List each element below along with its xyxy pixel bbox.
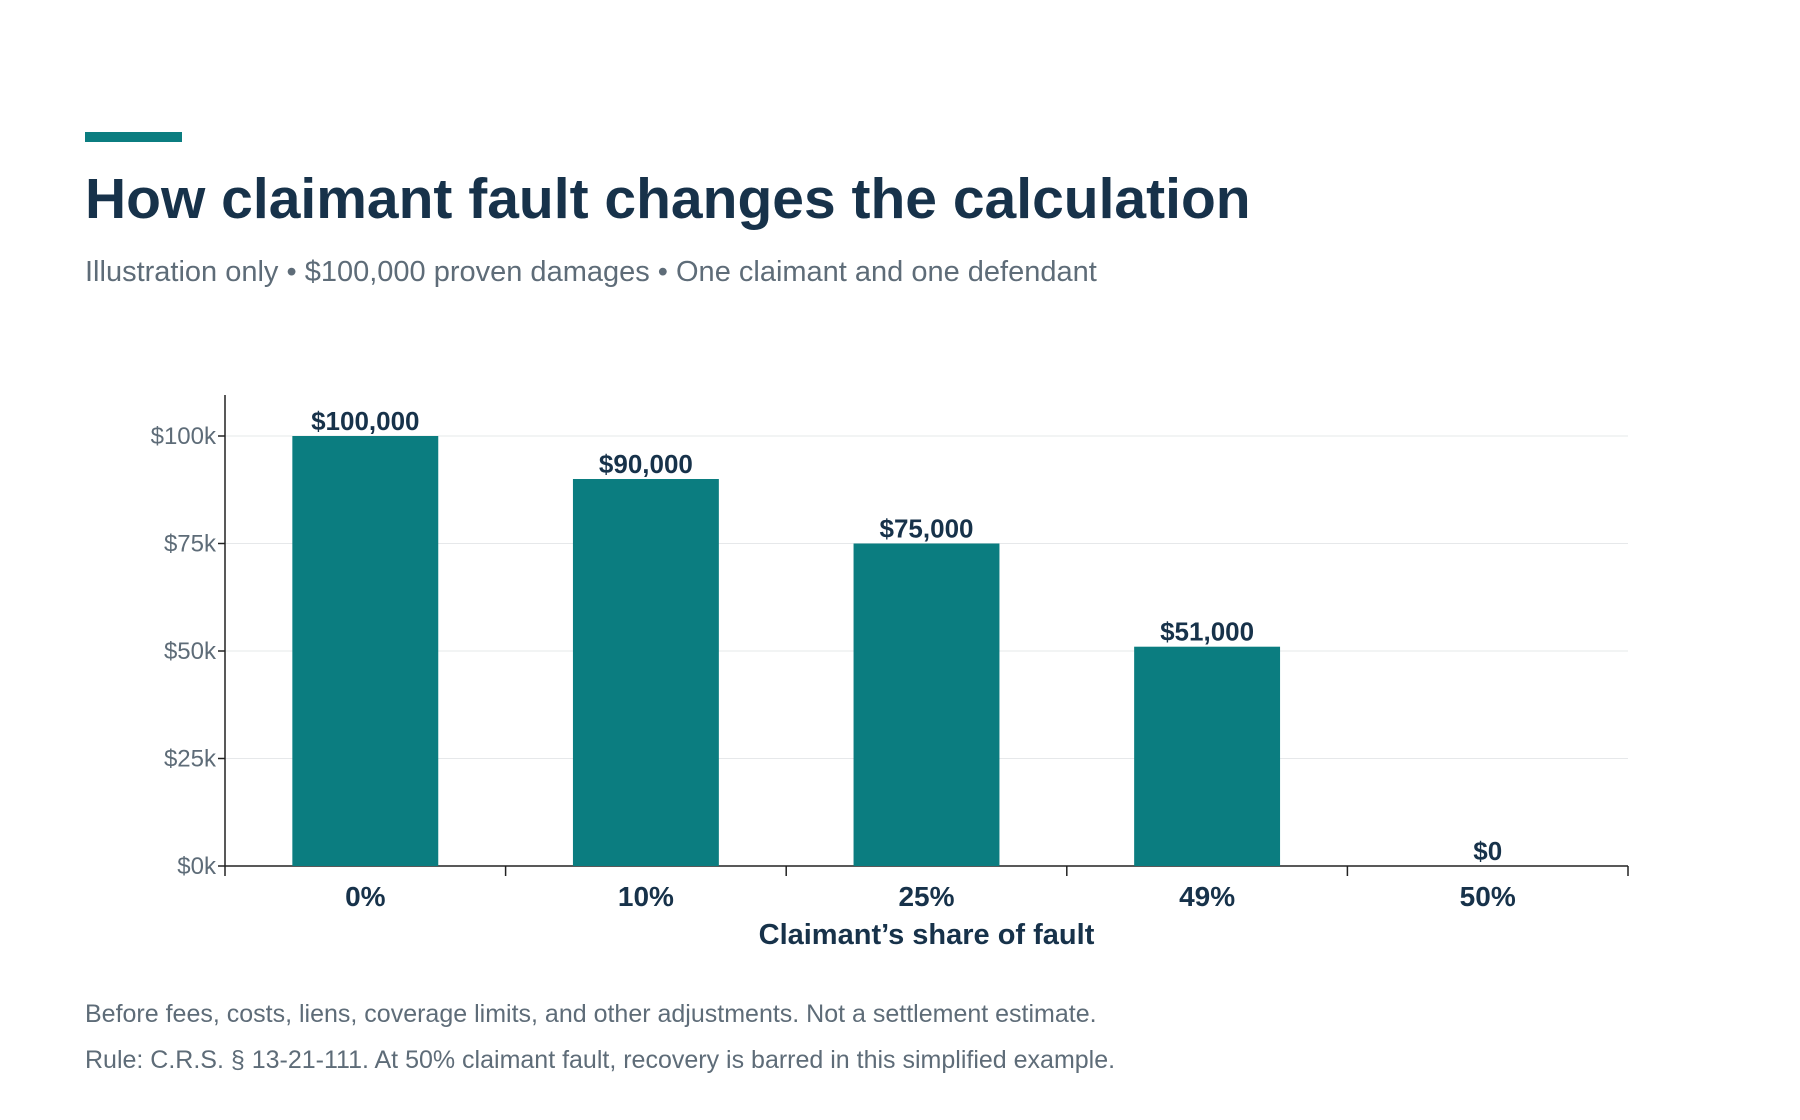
footnote-rule: Rule: C.R.S. § 13-21-111. At 50% claiman… bbox=[85, 1046, 1116, 1074]
y-tick-label: $100k bbox=[151, 423, 217, 450]
bar bbox=[292, 436, 439, 866]
y-tick-label: $0k bbox=[177, 853, 217, 880]
bar-data-label: $0 bbox=[1473, 836, 1502, 866]
bar bbox=[853, 543, 1000, 866]
x-axis-title: Claimant’s share of fault bbox=[759, 919, 1095, 951]
bar-data-label: $90,000 bbox=[599, 449, 693, 479]
x-tick-label: 50% bbox=[1460, 881, 1516, 912]
bar bbox=[1134, 646, 1281, 866]
y-tick-label: $25k bbox=[164, 746, 217, 773]
page-subtitle: Illustration only • $100,000 proven dama… bbox=[85, 256, 1097, 288]
x-tick-label: 0% bbox=[345, 881, 386, 912]
page-title: How claimant fault changes the calculati… bbox=[85, 167, 1251, 231]
title-accent-bar bbox=[85, 132, 182, 142]
x-tick-label: 10% bbox=[618, 881, 674, 912]
bar bbox=[572, 479, 719, 866]
x-tick-label: 25% bbox=[898, 881, 954, 912]
y-tick-label: $50k bbox=[164, 638, 217, 665]
bar-data-label: $75,000 bbox=[880, 514, 974, 544]
footnote-disclaimer: Before fees, costs, liens, coverage limi… bbox=[85, 1000, 1097, 1028]
x-tick-label: 49% bbox=[1179, 881, 1235, 912]
bar-data-label: $51,000 bbox=[1160, 617, 1254, 647]
bar-data-label: $100,000 bbox=[311, 406, 419, 436]
y-tick-label: $75k bbox=[164, 531, 217, 558]
